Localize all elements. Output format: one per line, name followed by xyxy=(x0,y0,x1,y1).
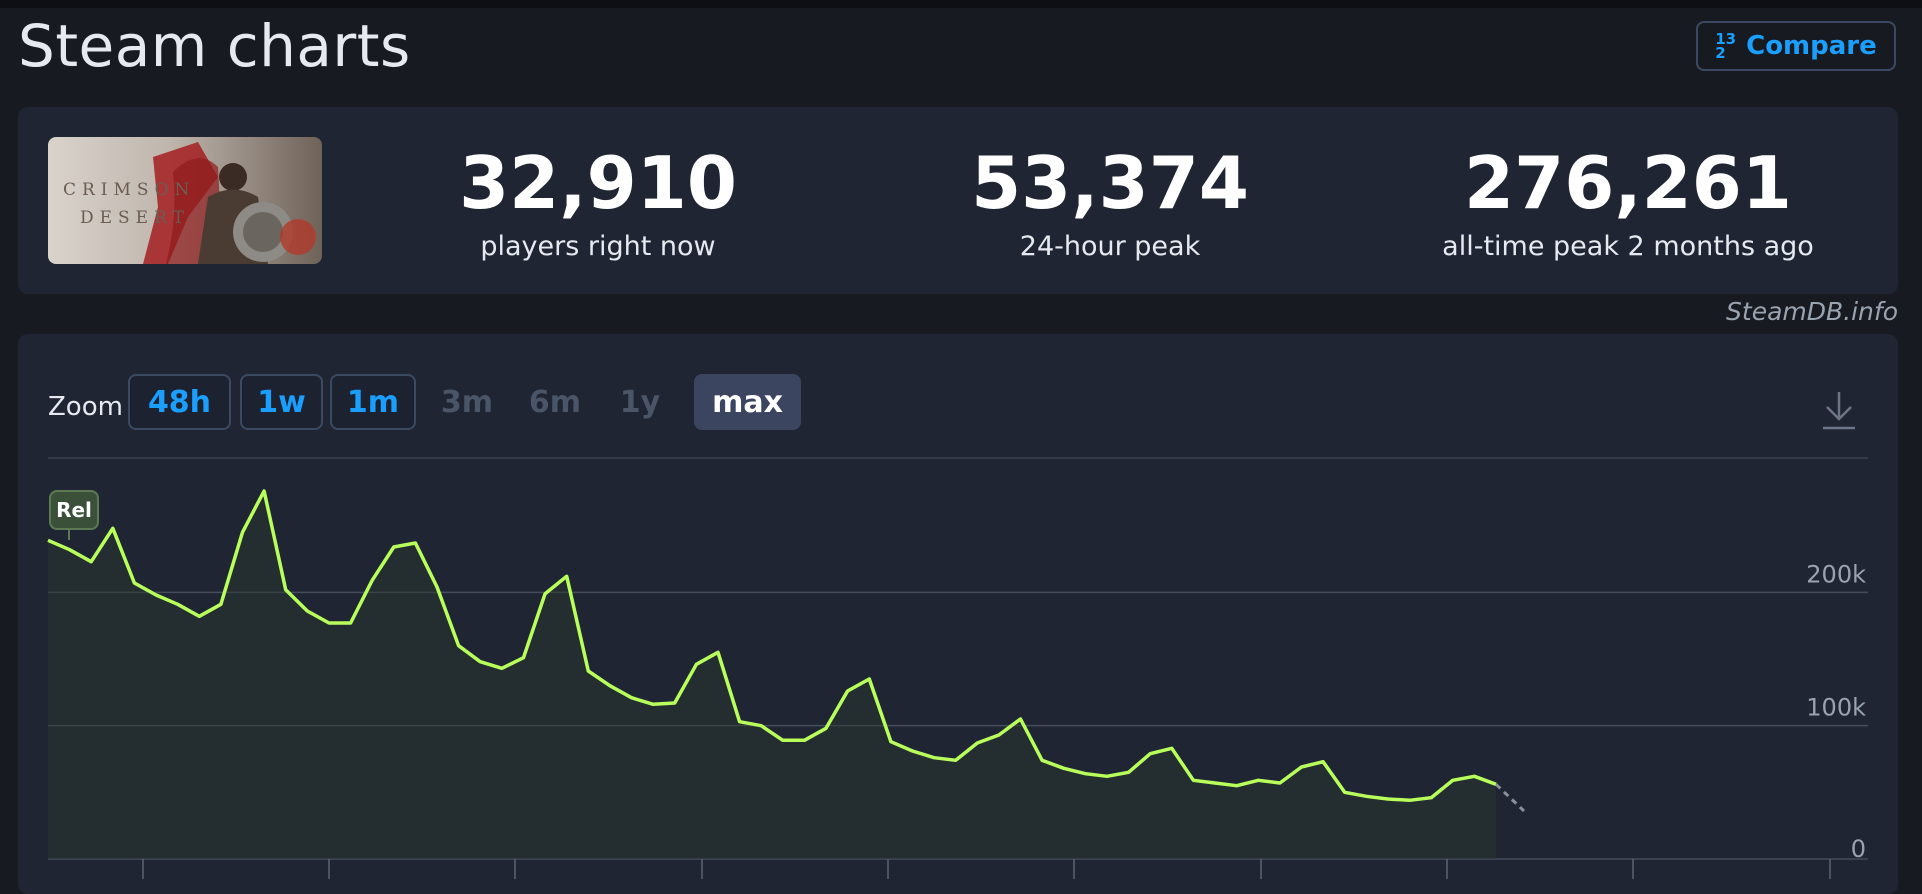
game-cover-image[interactable]: CRIMSON DESERT xyxy=(48,137,322,264)
peak-24h-value: 53,374 xyxy=(971,141,1249,225)
zoom-1w-button[interactable]: 1w xyxy=(240,374,323,430)
compare-icon-bottom: 2 xyxy=(1715,44,1726,62)
zoom-48h-button[interactable]: 48h xyxy=(128,374,231,430)
current-players-value: 32,910 xyxy=(459,141,737,225)
steamdb-watermark: SteamDB.info xyxy=(1726,297,1898,326)
zoom-label: Zoom xyxy=(48,392,123,422)
stat-24h-peak: 53,374 24-hour peak xyxy=(910,137,1310,265)
stat-current-players: 32,910 players right now xyxy=(398,137,798,265)
top-strip xyxy=(0,0,1922,8)
zoom-6m-button[interactable]: 6m xyxy=(528,384,582,420)
download-icon[interactable] xyxy=(1820,388,1858,430)
chart-panel: Zoom 48h 1w 1m 3m 6m 1y max 0 100k 200k Re… xyxy=(18,334,1898,894)
svg-text:CRIMSON: CRIMSON xyxy=(63,180,195,200)
game-cover-art: CRIMSON DESERT xyxy=(48,137,322,264)
page-title: Steam charts xyxy=(18,12,411,80)
zoom-1m-button[interactable]: 1m xyxy=(330,374,416,430)
compare-label: Compare xyxy=(1746,31,1877,61)
fraction-icon: 13 2 xyxy=(1715,30,1737,62)
release-marker-badge[interactable]: Rel xyxy=(49,490,99,530)
y-tick-label-100k: 100k xyxy=(1806,694,1866,722)
compare-icon-top: 13 xyxy=(1715,30,1737,48)
stats-panel: CRIMSON DESERT 32,910 players right now … xyxy=(18,107,1898,294)
stat-alltime-peak: 276,261 all-time peak 2 months ago xyxy=(1378,137,1878,265)
player-count-chart[interactable]: 0 100k 200k xyxy=(18,334,1898,894)
current-players-label: players right now xyxy=(480,231,716,262)
zoom-max-button[interactable]: max xyxy=(694,374,801,430)
zoom-1y-button[interactable]: 1y xyxy=(619,384,661,420)
alltime-peak-value: 276,261 xyxy=(1464,141,1792,225)
zoom-3m-button[interactable]: 3m xyxy=(440,384,494,420)
compare-button[interactable]: 13 2 Compare xyxy=(1696,21,1896,71)
series-area-fill xyxy=(48,491,1496,859)
alltime-peak-label: all-time peak 2 months ago xyxy=(1442,231,1814,262)
series-projection-line xyxy=(1494,783,1526,813)
y-tick-label-200k: 200k xyxy=(1806,560,1866,588)
svg-text:DESERT: DESERT xyxy=(80,208,190,228)
y-tick-label-0: 0 xyxy=(1851,835,1866,863)
peak-24h-label: 24-hour peak xyxy=(1019,231,1201,262)
series-line xyxy=(47,489,1497,803)
